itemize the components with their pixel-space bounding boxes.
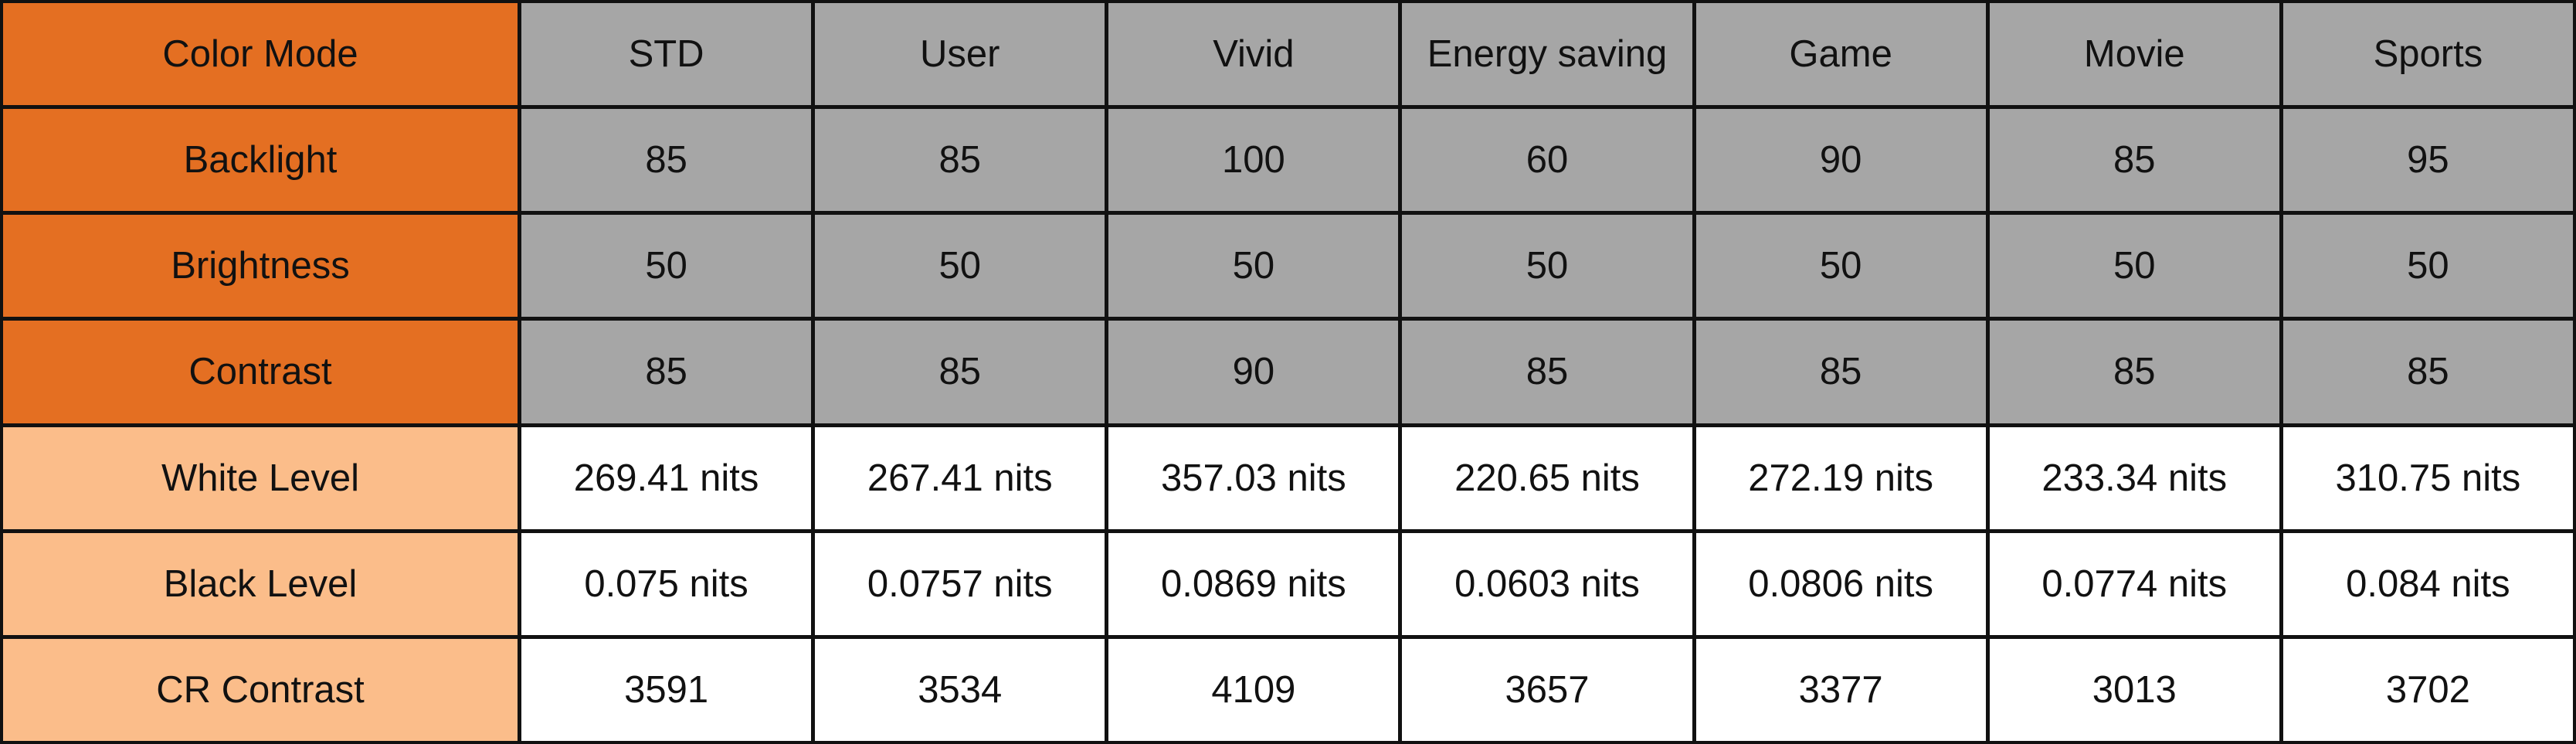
table-cell: 85 — [815, 321, 1105, 423]
table-cell: 3657 — [1402, 638, 1692, 741]
table-cell: 85 — [1989, 109, 2279, 212]
table-cell: 357.03 nits — [1108, 426, 1399, 529]
table-cell: 233.34 nits — [1989, 426, 2279, 529]
table-cell: 0.0774 nits — [1989, 532, 2279, 635]
table-cell: 3013 — [1989, 638, 2279, 741]
table-cell: 269.41 nits — [521, 426, 812, 529]
column-header: Vivid — [1108, 3, 1399, 106]
column-header: Movie — [1989, 3, 2279, 106]
table-cell: 50 — [521, 215, 812, 318]
table-cell: 0.0757 nits — [815, 532, 1105, 635]
table-cell: 85 — [815, 109, 1105, 212]
table-cell: 90 — [1108, 321, 1399, 423]
table-cell: 50 — [1695, 215, 1986, 318]
column-header: STD — [521, 3, 812, 106]
row-header: Contrast — [3, 321, 518, 423]
table-cell: 85 — [521, 321, 812, 423]
table-cell: 220.65 nits — [1402, 426, 1692, 529]
table-cell: 310.75 nits — [2282, 426, 2573, 529]
table-cell: 3377 — [1695, 638, 1986, 741]
table-cell: 50 — [1402, 215, 1692, 318]
table-cell: 85 — [1402, 321, 1692, 423]
table-cell: 0.084 nits — [2282, 532, 2573, 635]
corner-header: Color Mode — [3, 3, 518, 106]
table-cell: 50 — [1108, 215, 1399, 318]
table-cell: 50 — [2282, 215, 2573, 318]
table-cell: 85 — [1695, 321, 1986, 423]
table-cell: 267.41 nits — [815, 426, 1105, 529]
row-header: CR Contrast — [3, 638, 518, 741]
table-cell: 0.0806 nits — [1695, 532, 1986, 635]
row-header: Brightness — [3, 215, 518, 318]
table-cell: 95 — [2282, 109, 2573, 212]
table-cell: 85 — [521, 109, 812, 212]
table-cell: 100 — [1108, 109, 1399, 212]
row-header: Black Level — [3, 532, 518, 635]
table-cell: 0.0603 nits — [1402, 532, 1692, 635]
column-header: User — [815, 3, 1105, 106]
row-header: Backlight — [3, 109, 518, 212]
column-header: Energy saving — [1402, 3, 1692, 106]
column-header: Game — [1695, 3, 1986, 106]
table-cell: 60 — [1402, 109, 1692, 212]
table-cell: 3702 — [2282, 638, 2573, 741]
table-cell: 85 — [1989, 321, 2279, 423]
table-cell: 0.075 nits — [521, 532, 812, 635]
table-cell: 272.19 nits — [1695, 426, 1986, 529]
table-cell: 4109 — [1108, 638, 1399, 741]
table-cell: 0.0869 nits — [1108, 532, 1399, 635]
table-cell: 50 — [1989, 215, 2279, 318]
table-cell: 90 — [1695, 109, 1986, 212]
table-cell: 50 — [815, 215, 1105, 318]
column-header: Sports — [2282, 3, 2573, 106]
row-header: White Level — [3, 426, 518, 529]
table-cell: 3591 — [521, 638, 812, 741]
table-cell: 85 — [2282, 321, 2573, 423]
table-cell: 3534 — [815, 638, 1105, 741]
